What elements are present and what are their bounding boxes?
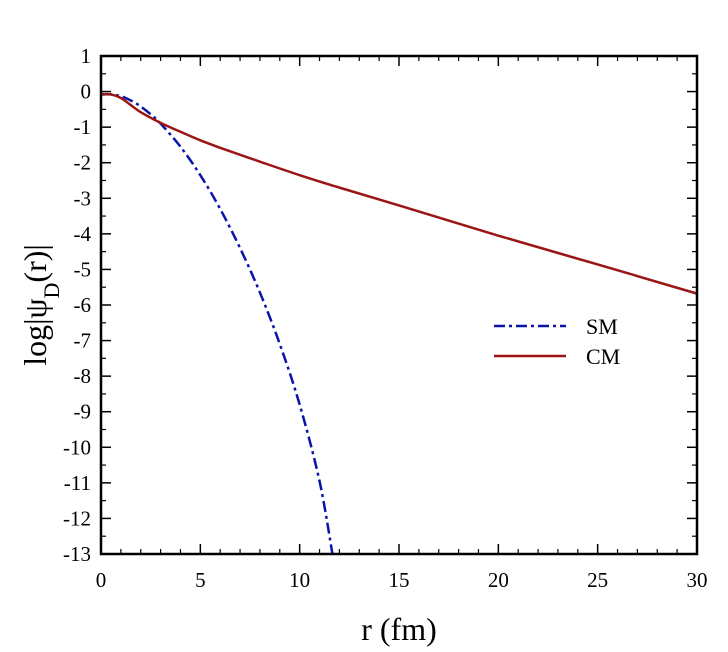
x-tick-label: 15 [389,568,410,592]
y-tick-label: -6 [74,293,92,317]
y-tick-label: -4 [74,222,92,246]
legend: SM CM [494,314,620,369]
y-tick-label: 1 [81,44,92,68]
legend-label-sm: SM [586,314,618,339]
y-tick-label: -2 [74,151,92,175]
axis-ticks [100,55,698,555]
y-tick-label: -3 [74,186,92,210]
y-tick-label: -1 [74,115,92,139]
y-tick-label: -8 [74,364,92,388]
y-tick-label: -7 [74,329,92,353]
x-axis-title: r (fm) [361,611,437,647]
x-tick-label: 20 [488,568,509,592]
y-tick-label: -9 [74,400,92,424]
y-tick-labels: 1 0 -1 -2 -3 -4 -5 -6 -7 -8 -9 -10 -11 -12 -13 [63,44,91,566]
x-tick-label: 0 [96,568,107,592]
series-line-sm [100,93,334,555]
x-tick-labels: 0 5 10 15 20 25 30 [96,568,708,592]
series-layer [100,92,698,555]
y-tick-label: -12 [63,506,91,530]
y-tick-label: -13 [63,542,91,566]
x-tick-label: 30 [687,568,708,592]
y-tick-label: -10 [63,435,91,459]
series-line-cm [100,92,698,295]
y-tick-label: 0 [81,80,92,104]
x-tick-label: 10 [289,568,310,592]
x-tick-label: 25 [587,568,608,592]
y-tick-label: -5 [74,257,92,281]
legend-label-cm: CM [586,344,620,369]
plot-frame [99,54,699,556]
y-tick-label: -11 [64,471,91,495]
x-tick-label: 5 [195,568,206,592]
legend-item-sm: SM [494,314,618,339]
y-axis-title: log|ψD(r)| [17,244,64,366]
legend-item-cm: CM [494,344,620,369]
